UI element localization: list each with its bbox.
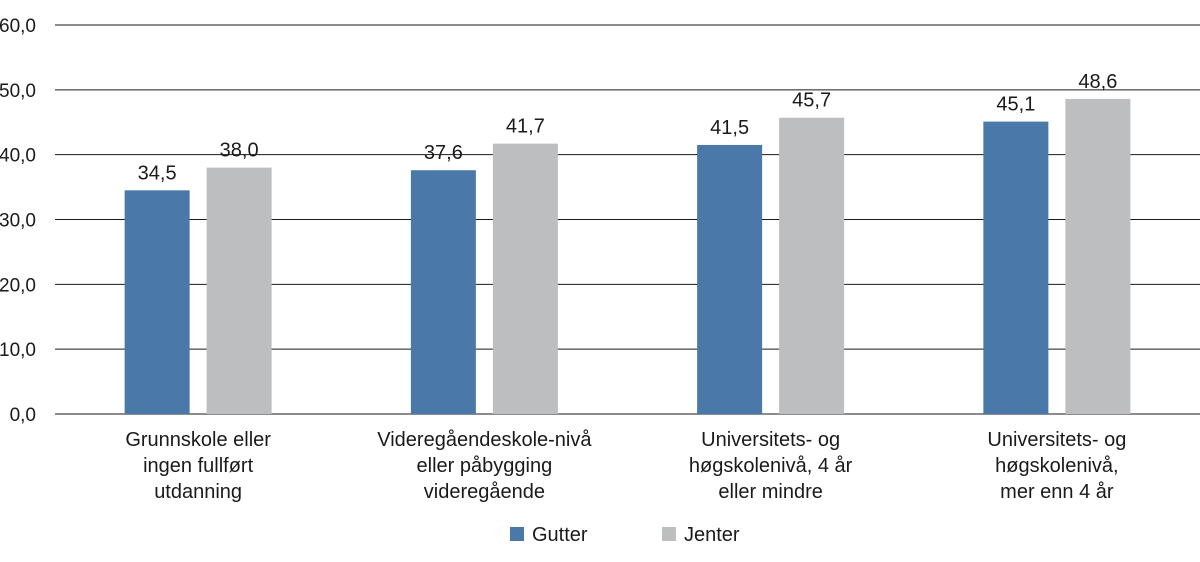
- y-tick-label: 10,0: [0, 340, 36, 361]
- category-label: høgskolenivå,: [995, 455, 1118, 477]
- category-label: Universitets- og: [701, 429, 840, 451]
- category-label: Universitets- og: [987, 429, 1126, 451]
- bar-gutter: [410, 170, 476, 414]
- category-label: mer enn 4 år: [1000, 481, 1114, 503]
- bar-gutter: [697, 144, 763, 415]
- legend-swatch: [510, 527, 524, 541]
- legend-item-jenter: Jenter: [662, 524, 740, 546]
- y-tick-label: 60,0: [0, 16, 36, 37]
- bar-gutter: [983, 121, 1049, 414]
- category-label: ingen fullført: [143, 455, 253, 477]
- data-label: 45,7: [792, 90, 831, 112]
- data-labels: 34,5 38,0 37,6 41,7 41,5 45,7 45,1 48,6: [138, 71, 1118, 184]
- y-axis-tick-labels: 0,0 10,0 20,0 30,0 40,0 50,0 60,0: [0, 16, 36, 426]
- data-label: 41,7: [506, 116, 545, 138]
- legend-label: Jenter: [684, 524, 740, 546]
- bar-jenter: [206, 167, 272, 414]
- category-label: utdanning: [154, 481, 242, 503]
- legend: Gutter Jenter: [510, 524, 740, 546]
- category-label: videregående: [424, 481, 545, 503]
- category-label: eller påbygging: [417, 455, 553, 477]
- y-tick-label: 20,0: [0, 275, 36, 296]
- bars: [124, 98, 1131, 415]
- data-label: 38,0: [220, 140, 259, 162]
- bar-jenter: [1065, 98, 1131, 414]
- legend-label: Gutter: [532, 524, 588, 546]
- category-label: høgskolenivå, 4 år: [689, 455, 853, 477]
- category-label: Videregåendeskole-nivå: [377, 429, 592, 451]
- legend-item-gutter: Gutter: [510, 524, 588, 546]
- data-label: 45,1: [996, 94, 1035, 116]
- legend-swatch: [662, 527, 676, 541]
- y-tick-label: 40,0: [0, 146, 36, 167]
- y-tick-label: 30,0: [0, 211, 36, 232]
- data-label: 37,6: [424, 142, 463, 164]
- data-label: 34,5: [138, 162, 177, 184]
- data-label: 41,5: [710, 117, 749, 139]
- bar-gutter: [124, 190, 190, 414]
- category-labels: Grunnskole eller ingen fullført utdanning V…: [125, 429, 1126, 503]
- bar-jenter: [779, 117, 845, 414]
- y-tick-label: 0,0: [10, 405, 36, 426]
- y-tick-label: 50,0: [0, 81, 36, 102]
- category-label: eller mindre: [718, 481, 822, 503]
- data-label: 48,6: [1078, 71, 1117, 93]
- category-label: Grunnskole eller: [125, 429, 271, 451]
- bar-jenter: [492, 143, 558, 414]
